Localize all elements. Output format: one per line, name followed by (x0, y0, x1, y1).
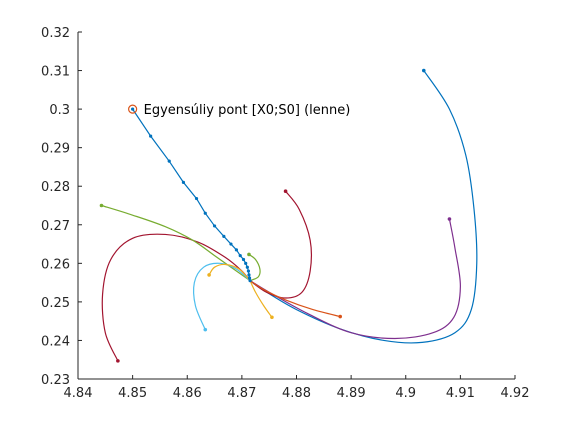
trajectory-start-5 (247, 252, 251, 257)
trajectory-6 (193, 262, 251, 330)
y-tick-label: 0.32 (41, 26, 70, 41)
x-tick-label: 4.87 (227, 386, 256, 401)
trajectory-0 (249, 70, 478, 344)
trajectory-8 (249, 280, 273, 318)
x-tick-label: 4.89 (337, 386, 366, 401)
trajectory-start-8 (270, 315, 274, 320)
axes: 4.84 4.85 4.86 4.87 4.88 4.89 4.9 4.91 4.92 0.23 0… (41, 26, 529, 401)
equilibrium-path-point-3 (181, 180, 186, 184)
y-tick-label: 0.28 (41, 180, 70, 195)
equilibrium-path-point-9 (234, 248, 239, 252)
y-tick-label: 0.23 (41, 373, 70, 388)
plot-area (99, 68, 478, 363)
trajectory-start-0 (421, 68, 426, 73)
trajectory-start-3 (116, 359, 120, 363)
trajectory-start-7 (207, 273, 211, 277)
equilibrium-path-point-8 (229, 242, 233, 246)
trajectory-4 (101, 204, 251, 282)
equilibrium-path-point-12 (244, 261, 248, 265)
y-tick-label: 0.24 (41, 334, 70, 349)
x-tick-label: 4.91 (446, 386, 475, 401)
x-tick-label: 4.9 (395, 386, 416, 401)
equilibrium-path-point-2 (167, 159, 171, 163)
equilibrium-path-point-7 (222, 234, 226, 238)
equilibrium-path-point-6 (212, 224, 217, 228)
equilibrium-path-point-11 (241, 257, 246, 262)
trajectory-start-2 (283, 189, 288, 194)
trajectory-1 (249, 218, 461, 340)
trajectory-2 (249, 190, 312, 299)
equilibrium-path-point-1 (149, 134, 153, 138)
equilibrium-path-point-4 (194, 196, 199, 201)
y-tick-label: 0.31 (41, 65, 70, 80)
equilibrium-marker (128, 104, 138, 114)
trajectory-start-1 (447, 217, 452, 221)
y-tick-label: 0.27 (41, 219, 70, 234)
equilibrium-path-point-16 (247, 276, 252, 280)
x-tick-label: 4.92 (501, 386, 530, 401)
equilibrium-path-point-10 (238, 254, 242, 258)
y-tick-label: 0.25 (41, 296, 70, 311)
x-tick-label: 4.84 (64, 386, 93, 401)
equilibrium-path-point-5 (203, 211, 207, 215)
equilibrium-path-point-15 (247, 273, 251, 277)
x-tick-label: 4.88 (282, 386, 311, 401)
trajectory-start-9 (338, 314, 343, 319)
equilibrium-path-point-14 (246, 269, 251, 273)
y-tick-label: 0.29 (41, 142, 70, 157)
x-tick-label: 4.86 (173, 386, 202, 401)
trajectory-9 (249, 280, 341, 318)
trajectory-start-4 (99, 203, 104, 208)
trajectory-7 (208, 263, 251, 282)
equilibrium-path-point-13 (245, 265, 249, 269)
equilibrium-label: Egyensúliy pont [X0;S0] (lenne) (144, 103, 351, 118)
y-tick-label: 0.3 (49, 103, 70, 118)
y-tick-label: 0.26 (41, 257, 70, 272)
trajectory-3 (101, 233, 251, 362)
trajectory-5 (248, 253, 261, 282)
trajectory-start-6 (203, 327, 208, 332)
equilibrium-path-point-17 (248, 279, 252, 283)
x-tick-label: 4.85 (118, 386, 147, 401)
equilibrium-path-point-0 (131, 107, 135, 111)
